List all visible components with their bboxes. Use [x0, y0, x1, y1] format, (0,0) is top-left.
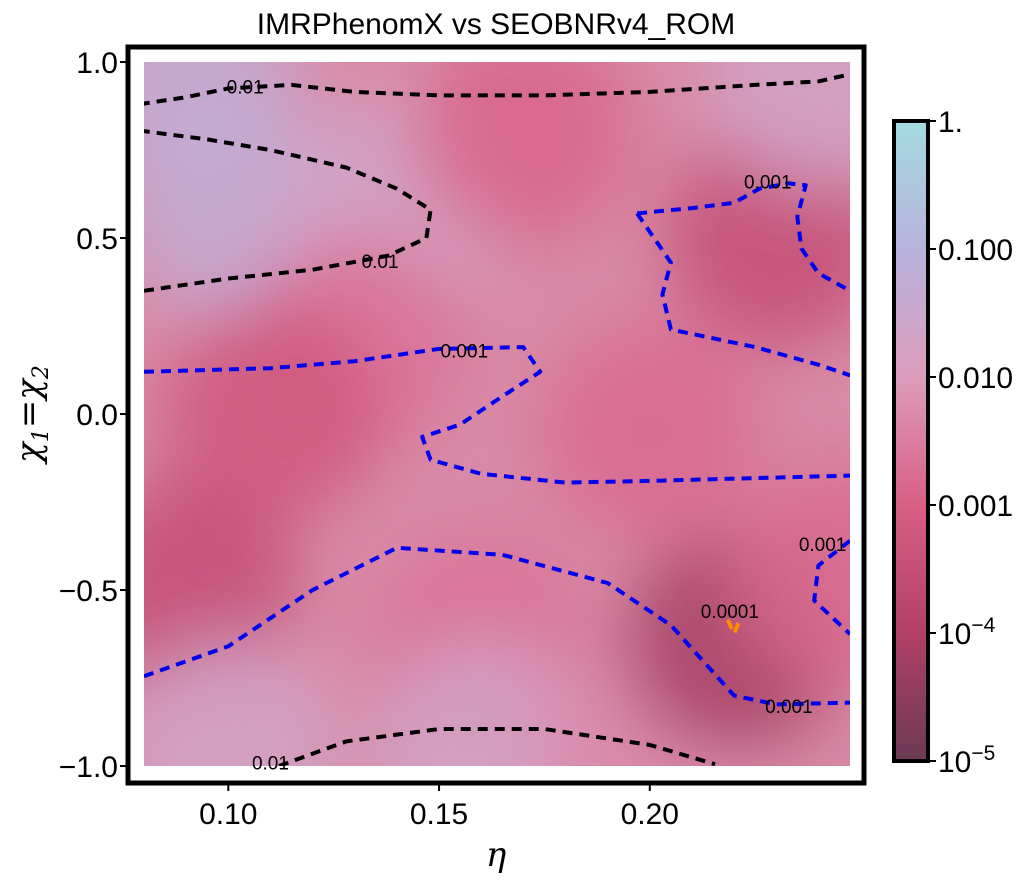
heatmap-sample [371, 638, 592, 766]
colorbar-tick-label: 0.010 [938, 362, 1013, 395]
contour-label: 0.001 [799, 535, 847, 556]
contour-label: 0.01 [252, 753, 289, 774]
colorbar [892, 119, 930, 763]
y-tick-label: 0.5 [76, 223, 118, 256]
heatmap-sample [413, 62, 634, 243]
chart-title: IMRPhenomX vs SEOBNRv4_ROM [257, 8, 735, 41]
contour-line [635, 212, 850, 378]
contour-line [636, 181, 850, 293]
colorbar-tick-label: 0.001 [938, 490, 1013, 523]
x-axis-label: η [486, 835, 507, 875]
y-tick-label: 1.0 [76, 47, 118, 80]
contour-line [144, 545, 850, 707]
y-axis-label-eq: = [9, 400, 49, 429]
x-axis-ticks: 0.10 0.15 0.20 [199, 783, 679, 831]
y-tick-label: −1.0 [59, 751, 118, 784]
contour-line [725, 617, 743, 636]
heatmap-area [144, 62, 850, 766]
contour-line [812, 539, 850, 636]
x-tick-label: 0.20 [621, 798, 679, 831]
colorbar-tick-label: 10−4 [938, 614, 996, 651]
contour-line [278, 727, 716, 766]
contour-label: 0.001 [765, 697, 813, 718]
heatmap-sample [539, 321, 760, 542]
heatmap-sample [144, 638, 339, 766]
contour-label: 0.001 [744, 173, 792, 194]
heatmap-sample [708, 62, 850, 190]
contour-line [144, 345, 850, 485]
heatmap-field [144, 62, 850, 766]
y-axis-ticks: 1.0 0.5 0.0 −0.5 −1.0 [59, 47, 128, 784]
colorbar-ticks: 1. 0.100 0.010 0.001 10−4 10−5 [928, 106, 1013, 779]
y-axis-label-base: χ [9, 440, 49, 465]
contour-label: 0.01 [227, 78, 264, 99]
contour-line [144, 72, 850, 106]
heatmap-sample [160, 304, 381, 524]
colorbar-tick-label: 1. [938, 106, 963, 139]
contour-line [144, 129, 433, 293]
y-tick-label: 0.0 [76, 399, 118, 432]
contour-label: 0.01 [362, 252, 399, 273]
x-tick-label: 0.10 [199, 798, 257, 831]
x-tick-label: 0.15 [410, 798, 468, 831]
y-axis-label-sub1: 1 [29, 428, 54, 442]
y-tick-label: −0.5 [59, 575, 118, 608]
y-axis-label-base2: χ [9, 377, 49, 402]
colorbar-tick-label: 10−5 [938, 742, 995, 779]
contour-lines [144, 72, 850, 766]
contour-label: 0.0001 [701, 602, 759, 623]
y-axis-label: χ1=χ2 [9, 365, 54, 465]
contour-label: 0.001 [441, 342, 489, 363]
contour-labels: 0.01 0.01 0.001 0.001 0.001 0.001 0.0001 0.01 [227, 78, 847, 775]
colorbar-tick-label: 0.100 [938, 234, 1013, 267]
heatmap-sample [729, 462, 850, 683]
y-axis-label-sub2: 2 [29, 365, 54, 380]
